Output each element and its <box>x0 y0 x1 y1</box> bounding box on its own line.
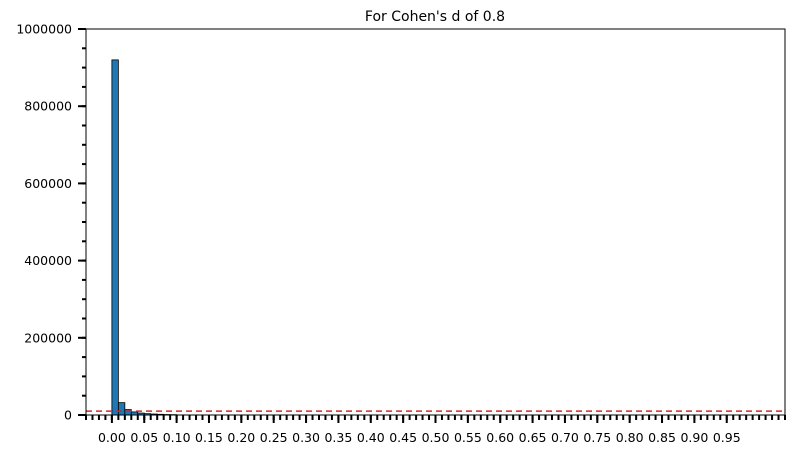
plot-frame <box>85 28 786 416</box>
x-tick-label: 0.25 <box>260 430 288 445</box>
y-tick-label: 400000 <box>24 253 72 268</box>
x-tick-label: 0.80 <box>616 430 644 445</box>
chart-title: For Cohen's d of 0.8 <box>365 9 505 25</box>
x-tick-label: 0.75 <box>583 430 611 445</box>
x-tick-label: 0.60 <box>486 430 514 445</box>
x-tick-label: 0.05 <box>130 430 158 445</box>
y-tick-label: 800000 <box>24 99 72 114</box>
plot-area: 0 200000 400000 600000 800000 1000000 0.00 0.05… <box>16 22 786 445</box>
x-tick-label: 0.35 <box>324 430 352 445</box>
x-tick-label: 0.10 <box>163 430 191 445</box>
histogram-bar <box>111 59 119 416</box>
x-tick-label: 0.15 <box>195 430 223 445</box>
x-tick-label: 0.70 <box>551 430 579 445</box>
x-tick-label: 0.55 <box>454 430 482 445</box>
x-tick-label: 0.90 <box>680 430 708 445</box>
histogram-bar <box>117 402 126 416</box>
x-tick-label: 0.85 <box>648 430 676 445</box>
x-tick-label: 0.40 <box>357 430 385 445</box>
x-tick-label: 0.45 <box>389 430 417 445</box>
y-tick-label: 1000000 <box>16 22 72 37</box>
x-tick-label: 0.20 <box>227 430 255 445</box>
y-tick-label: 200000 <box>24 330 72 345</box>
y-tick-label: 0 <box>64 408 72 423</box>
x-tick-label: 0.50 <box>422 430 450 445</box>
y-tick-label: 600000 <box>24 176 72 191</box>
x-tick-label: 0.95 <box>713 430 741 445</box>
x-tick-label: 0.65 <box>519 430 547 445</box>
x-tick-label: 0.00 <box>98 430 126 445</box>
x-tick-label: 0.30 <box>292 430 320 445</box>
